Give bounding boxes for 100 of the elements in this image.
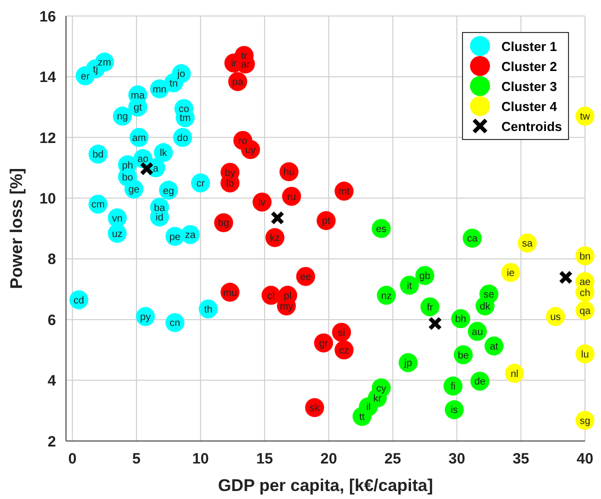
y-tick-label: 4 <box>48 372 57 390</box>
data-label: qa <box>579 306 591 317</box>
point <box>444 376 463 396</box>
y-axis-title: Power loss [%] <box>7 168 26 289</box>
data-label: sg <box>580 416 590 427</box>
data-label: be <box>458 350 470 362</box>
data-label: mn <box>152 84 166 96</box>
data-label: de <box>474 376 486 388</box>
data-label: is <box>450 405 458 416</box>
x-tick-label: 20 <box>320 450 338 468</box>
data-label: jp <box>403 358 412 370</box>
data-label: sa <box>522 238 534 250</box>
data-label: ch <box>580 288 590 299</box>
y-tick-label: 16 <box>39 8 56 26</box>
data-label: mu <box>223 288 237 299</box>
data-label: pa <box>232 77 244 88</box>
data-label: bh <box>455 314 466 326</box>
legend-label: Cluster 1 <box>501 38 557 54</box>
x-tick-label: 0 <box>68 450 77 468</box>
data-label: ng <box>116 112 128 123</box>
x-tick-label: 40 <box>576 450 594 468</box>
data-label: nl <box>510 368 518 380</box>
data-label: ae <box>579 277 591 288</box>
data-label: sk <box>310 403 321 414</box>
data-label: do <box>177 132 189 144</box>
data-label: eg <box>162 186 174 197</box>
data-label: tj <box>92 64 98 76</box>
y-tick-label: 8 <box>48 251 56 268</box>
data-label: ee <box>300 272 312 283</box>
data-label: bd <box>92 150 104 161</box>
data-label: tm <box>180 113 191 124</box>
data-label: ro <box>238 136 248 147</box>
x-tick-label: 30 <box>448 450 466 468</box>
data-label: fi <box>450 382 456 393</box>
data-label: ca <box>466 234 478 245</box>
data-label: ba <box>154 202 166 214</box>
data-label: hu <box>283 167 295 178</box>
x-tick-label: 15 <box>256 450 273 468</box>
data-label: th <box>204 304 212 316</box>
y-tick-label: 12 <box>39 130 56 147</box>
data-label: nz <box>381 290 392 302</box>
data-label: ie <box>506 268 515 280</box>
data-label: it <box>406 280 412 292</box>
data-label: pl <box>284 290 292 302</box>
data-label: lu <box>581 349 589 360</box>
data-label: za <box>185 230 196 242</box>
data-label: a <box>152 163 159 174</box>
data-label: tt <box>359 412 366 423</box>
legend-label: Cluster 3 <box>501 78 557 94</box>
data-label: ph <box>122 160 134 172</box>
data-label: si <box>338 328 346 339</box>
data-label: pt <box>322 216 331 228</box>
y-tick-label: 14 <box>39 69 57 86</box>
data-label: bn <box>579 251 591 262</box>
data-label: bg <box>218 218 230 230</box>
data-label: cm <box>91 200 105 211</box>
data-label: kz <box>270 233 280 244</box>
data-label: ma <box>130 90 146 102</box>
x-tick-label: 5 <box>132 450 141 468</box>
y-tick-label: 2 <box>48 433 56 450</box>
x-tick-label: 35 <box>512 450 530 468</box>
data-label: tn <box>169 78 178 90</box>
data-label: vn <box>112 213 123 224</box>
data-label: tw <box>580 112 591 123</box>
data-label: am <box>132 132 146 144</box>
point <box>270 210 284 225</box>
data-label: us <box>550 312 561 324</box>
data-label: il <box>366 402 371 414</box>
x-tick-label: 10 <box>192 450 209 468</box>
data-label: ar <box>240 59 251 70</box>
data-label: cz <box>339 345 350 356</box>
data-label: kr <box>373 393 382 404</box>
data-label: jo <box>176 69 186 80</box>
point <box>400 276 419 295</box>
data-label: mt <box>338 186 350 198</box>
legend-label: Cluster 2 <box>501 58 557 74</box>
data-label: au <box>472 326 483 338</box>
data-label: gb <box>419 271 431 282</box>
data-label: cd <box>74 295 84 306</box>
data-label: ge <box>128 184 140 196</box>
data-label: fr <box>426 302 434 314</box>
data-label: se <box>484 290 495 301</box>
point <box>558 270 573 284</box>
point <box>428 316 442 331</box>
data-label: es <box>376 224 387 235</box>
data-label: lv <box>258 198 266 209</box>
data-label: tr <box>241 50 248 62</box>
data-label: zm <box>98 58 112 69</box>
data-label: uy <box>245 145 256 156</box>
data-label: cy <box>376 383 386 394</box>
y-tick-label: 10 <box>39 190 56 208</box>
y-tick-label: 6 <box>48 312 56 329</box>
point <box>140 162 154 176</box>
data-label: dk <box>480 301 492 312</box>
data-label: ru <box>287 192 296 203</box>
legend-label: Cluster 4 <box>501 98 557 114</box>
data-label: ir <box>231 58 238 70</box>
data-label: bo <box>122 172 134 184</box>
data-label: my <box>280 301 294 312</box>
data-label: ao <box>137 154 149 166</box>
